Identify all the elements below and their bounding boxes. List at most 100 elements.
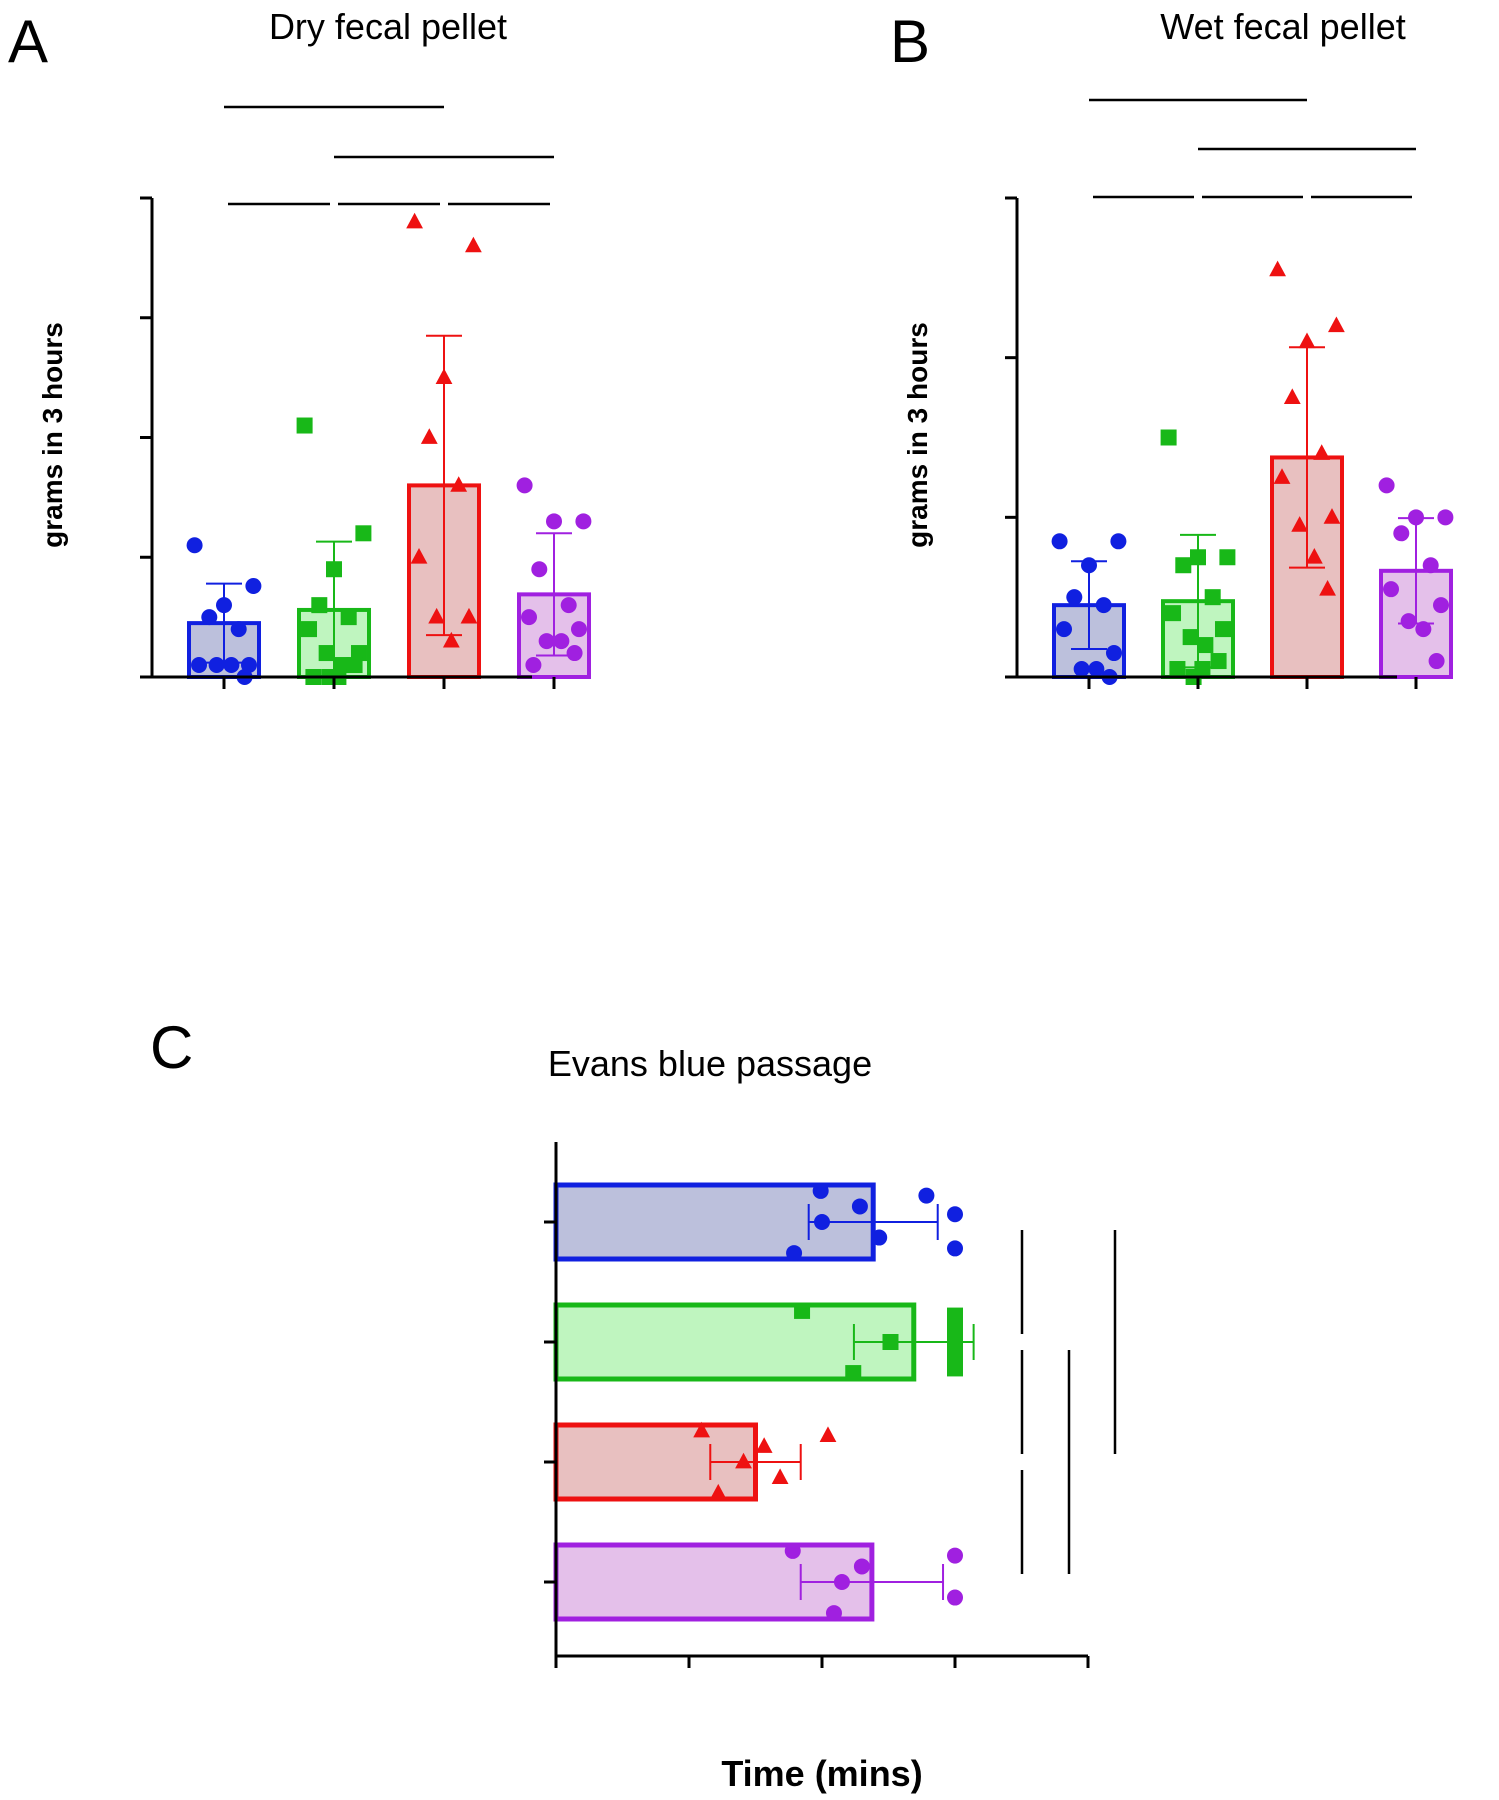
panel-c-data-point [947,1547,963,1564]
panel-c-data-point [794,1302,811,1319]
panel-a-data-point [410,548,428,564]
panel-c-data-point [771,1468,789,1484]
panel-b-data-point [1273,468,1291,484]
panel-c-data-point [819,1426,837,1442]
panel-a-data-point [546,513,562,530]
panel-b-data-point [1393,525,1410,542]
panel-b-data-point [1319,579,1336,596]
panel-c-data-point [947,1206,963,1223]
panel-c-data-point [853,1558,870,1575]
panel-a-plot [140,105,592,689]
panel-b-data-point [1169,661,1186,678]
panel-b-title: Wet fecal pellet [1160,6,1405,47]
panel-b-data-point [1095,597,1112,614]
panel-a-data-point [575,513,592,530]
panel-c-data-point [947,1240,963,1257]
panel-a-data-point [318,645,335,662]
panel-b-data-point [1383,581,1400,598]
panel-a-data-point [570,621,587,638]
panel-a-data-point [538,633,555,650]
panel-c-data-point [735,1452,752,1469]
panel-a-data-point [223,657,240,674]
panel-c-data-point [825,1605,842,1622]
panel-c-title: Evans blue passage [548,1043,872,1084]
panel-b-data-point [1437,509,1454,526]
panel-b-data-point [1066,589,1083,606]
panel-a-data-point [346,657,363,674]
panel-a-data-point [560,597,577,614]
panel-letter-b: B [890,8,930,75]
panel-b-data-point [1400,613,1417,630]
panel-b-data-point [1210,653,1227,670]
panel-a-data-point [191,657,208,674]
panel-a-data-point [406,212,423,229]
panel-a-data-point [311,597,328,614]
panel-c-data-point [871,1229,888,1246]
panel-b-data-point [1432,597,1449,614]
panel-b-plot [1005,98,1454,689]
panel-a-data-point [355,525,372,542]
panel-b-data-point [1214,621,1231,638]
panel-c-data-point [693,1421,711,1438]
panel-a-data-point [516,477,533,494]
panel-a-data-point [208,657,225,674]
panel-b-data-point [1291,516,1309,532]
panel-c-plot [544,1142,1117,1668]
panel-b-data-point [1378,477,1395,494]
panel-c-data-point [851,1198,868,1215]
panel-a-y-axis-label: grams in 3 hours [37,322,68,548]
panel-a-data-point [428,607,446,624]
panel-b-data-point [1305,548,1323,564]
panel-c-x-axis-label: Time (mins) [721,1753,922,1794]
panel-a-data-point [420,428,438,444]
panel-a-data-point [525,657,542,674]
panel-b-data-point [1328,316,1345,333]
panel-b-data-point [1422,557,1439,574]
panel-b-data-point [1415,621,1432,638]
panel-a-data-point [521,609,538,626]
panel-b-data-point [1269,260,1286,277]
panel-c-data-point [784,1542,801,1559]
panel-c-data-point [947,1589,963,1606]
panel-c-data-point [947,1360,963,1377]
panel-b-data-point [1428,653,1445,670]
panel-b-data-point [1105,645,1122,662]
panel-c-data-point [709,1483,727,1500]
panel-c-data-point [845,1365,862,1382]
panel-b-data-point [1182,629,1199,646]
panel-letter-a: A [8,8,48,75]
panel-b-data-point [1165,605,1182,622]
panel-b-data-point [1204,589,1221,606]
panel-c-data-point [812,1182,829,1199]
panel-a-data-point [460,607,478,624]
panel-c-data-point [947,1326,963,1343]
panel-c-data-point [947,1341,963,1358]
panel-b-data-point [1051,533,1068,550]
panel-b-y-axis-label: grams in 3 hours [902,322,933,548]
panel-a-data-point [442,631,460,648]
panel-a-data-point [245,577,262,594]
panel-a-data-point [230,621,247,638]
panel-a-title: Dry fecal pellet [269,6,507,47]
panel-c-data-point [755,1437,773,1453]
panel-a-data-point [186,537,203,554]
panel-b-data-point [1323,508,1341,524]
panel-b-data-point [1110,533,1127,550]
panel-b-data-point [1298,332,1316,349]
panel-b-data-point [1197,637,1214,654]
panel-b-data-point [1056,621,1073,638]
panel-a-data-point [296,417,313,434]
panel-c-data-point [786,1245,803,1262]
panel-a-data-point [340,609,357,626]
panel-a-data-point [465,236,482,253]
panel-c-data-point [918,1187,935,1204]
panel-b-data-point [1283,388,1301,404]
panel-a-data-point [201,609,218,626]
panel-b-data-point [1088,661,1105,678]
panel-a-data-point [301,621,318,638]
panel-b-data-point [1073,661,1090,678]
panel-letter-c: C [150,1014,193,1081]
panel-b-data-point [1175,557,1192,574]
panel-a-data-point [566,645,583,662]
